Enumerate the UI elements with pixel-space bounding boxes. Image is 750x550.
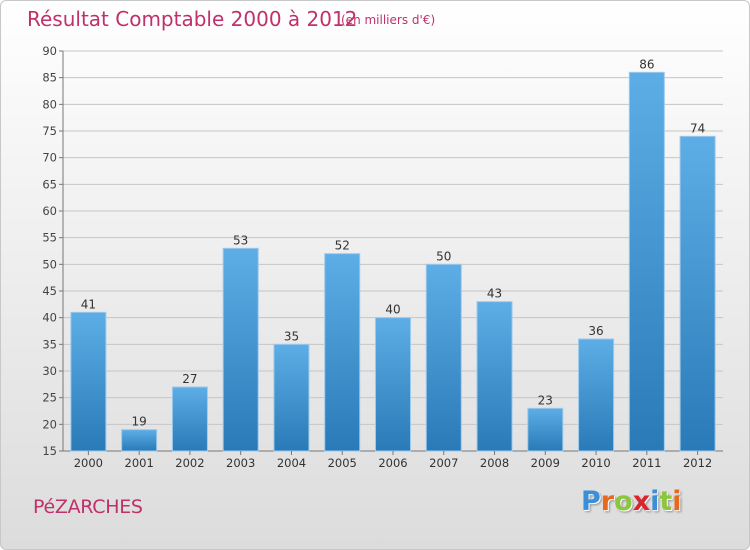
- bar-value-label: 52: [335, 239, 350, 253]
- x-tick-label: 2012: [683, 456, 712, 470]
- x-tick-label: 2010: [581, 456, 610, 470]
- bar-2006: [375, 317, 411, 452]
- bar-2003: [222, 247, 259, 452]
- bar-value-label: 40: [385, 303, 400, 317]
- bar-value-label: 27: [182, 372, 197, 386]
- y-tick-label: 55: [42, 231, 57, 245]
- x-tick-label: 2006: [378, 456, 407, 470]
- y-tick-label: 50: [42, 257, 57, 271]
- bar-value-label: 43: [487, 287, 502, 301]
- bar-2007: [425, 263, 462, 452]
- town-name: PéZARCHES: [33, 496, 143, 518]
- bar-2011: [628, 71, 665, 452]
- logo-letter: P: [581, 486, 601, 517]
- x-tick-label: 2003: [226, 456, 255, 470]
- y-tick-labels: 15 20 25 30 35 40 45 50 55 60 65 70 75 80 85 90: [42, 44, 57, 458]
- y-tick-label: 35: [42, 337, 57, 351]
- x-tick-label: 2002: [175, 456, 204, 470]
- bar-2001: [121, 429, 158, 452]
- chart-subtitle: (en milliers d'€): [341, 13, 436, 27]
- bar-value-label: 36: [588, 324, 603, 338]
- x-tick-label: 2001: [125, 456, 154, 470]
- y-tick-label: 60: [42, 204, 57, 218]
- bar-2009: [527, 407, 564, 452]
- bars: [70, 71, 716, 452]
- bar-value-label: 53: [233, 233, 248, 247]
- x-tick-label: 2009: [531, 456, 560, 470]
- logo-letter: r: [600, 486, 615, 517]
- bar-2005: [324, 253, 361, 452]
- x-tick-label: 2000: [74, 456, 103, 470]
- logo-letter: i: [650, 486, 660, 517]
- bar-value-label: 35: [284, 329, 299, 343]
- logo-letter: o: [614, 486, 633, 517]
- bar-2010: [578, 338, 615, 452]
- y-tick-label: 40: [42, 311, 57, 325]
- logo-letter: x: [632, 486, 651, 517]
- bar-2008: [476, 301, 513, 452]
- bar-value-label: 74: [690, 121, 705, 135]
- y-tick-label: 15: [42, 444, 57, 458]
- y-tick-label: 25: [42, 391, 57, 405]
- x-tick-label: 2007: [429, 456, 458, 470]
- y-tick-label: 85: [42, 71, 57, 85]
- bar-2012: [679, 135, 716, 452]
- x-tick-label: 2005: [328, 456, 357, 470]
- proxiti-logo[interactable]: Proxiti: [581, 486, 682, 517]
- y-tick-label: 65: [42, 177, 57, 191]
- logo-letter: t: [659, 486, 673, 517]
- bar-2004: [273, 343, 310, 452]
- y-tick-label: 75: [42, 124, 57, 138]
- x-tick-labels: 2000 2001 2002 2003 2004 2005 2006 2007 2008 2009…: [74, 451, 712, 470]
- y-tick-label: 30: [42, 364, 57, 378]
- y-tick-label: 70: [42, 151, 57, 165]
- bar-2000: [70, 311, 107, 452]
- x-tick-label: 2011: [632, 456, 661, 470]
- y-tick-label: 90: [42, 44, 57, 58]
- bar-2002: [171, 386, 208, 452]
- bar-value-label: 50: [436, 249, 451, 263]
- bar-value-label: 41: [81, 297, 96, 311]
- x-tick-label: 2008: [480, 456, 509, 470]
- x-tick-label: 2004: [277, 456, 306, 470]
- logo-letter: i: [672, 486, 682, 517]
- y-tick-label: 20: [42, 417, 57, 431]
- bar-value-label: 19: [132, 415, 147, 429]
- bar-value-labels: 41 19 27 53 35 52 40 50 43 23 36 86 74: [81, 57, 706, 428]
- bar-value-label: 23: [538, 393, 553, 407]
- y-tick-label: 80: [42, 97, 57, 111]
- chart-title: Résultat Comptable 2000 à 2012: [27, 7, 358, 31]
- y-tick-label: 45: [42, 284, 57, 298]
- bar-value-label: 86: [639, 57, 654, 71]
